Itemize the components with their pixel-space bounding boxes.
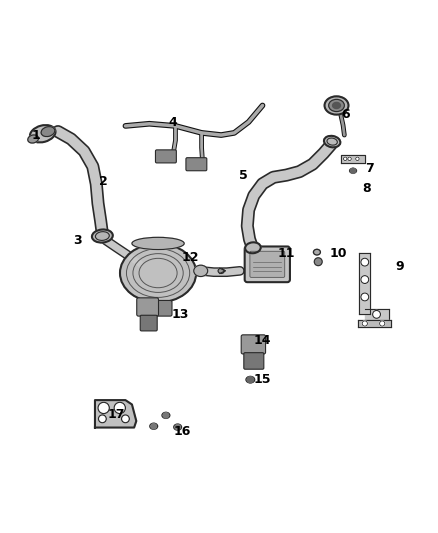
Polygon shape — [95, 400, 136, 427]
FancyBboxPatch shape — [137, 298, 159, 316]
Text: 13: 13 — [171, 308, 188, 321]
Text: 6: 6 — [341, 108, 350, 120]
Circle shape — [99, 415, 106, 423]
Ellipse shape — [314, 249, 321, 255]
Text: 12: 12 — [182, 251, 199, 264]
Circle shape — [348, 157, 351, 160]
Text: 7: 7 — [365, 162, 374, 175]
Ellipse shape — [324, 136, 340, 147]
Text: 2: 2 — [99, 175, 108, 188]
Ellipse shape — [174, 424, 182, 430]
FancyBboxPatch shape — [250, 251, 285, 277]
Text: 14: 14 — [254, 334, 271, 347]
Ellipse shape — [162, 413, 170, 418]
Circle shape — [350, 168, 356, 173]
Text: 5: 5 — [239, 168, 247, 182]
Circle shape — [314, 258, 322, 265]
Ellipse shape — [120, 244, 196, 302]
Ellipse shape — [245, 243, 261, 253]
Ellipse shape — [218, 268, 224, 273]
Ellipse shape — [194, 265, 208, 277]
Circle shape — [361, 276, 369, 284]
FancyBboxPatch shape — [241, 335, 265, 354]
Ellipse shape — [328, 99, 344, 111]
Ellipse shape — [325, 96, 349, 115]
Circle shape — [98, 402, 110, 414]
FancyBboxPatch shape — [155, 150, 177, 163]
Circle shape — [361, 258, 369, 266]
Ellipse shape — [332, 102, 340, 109]
Text: 11: 11 — [278, 247, 295, 260]
Ellipse shape — [150, 423, 158, 429]
Text: 9: 9 — [396, 260, 404, 273]
FancyBboxPatch shape — [244, 353, 264, 369]
Ellipse shape — [28, 135, 39, 143]
FancyBboxPatch shape — [144, 301, 172, 316]
Text: 15: 15 — [254, 373, 271, 386]
Ellipse shape — [246, 376, 254, 383]
Circle shape — [247, 377, 253, 383]
Ellipse shape — [92, 230, 113, 243]
Circle shape — [151, 424, 156, 429]
Text: 16: 16 — [173, 425, 191, 438]
Circle shape — [114, 402, 125, 414]
Polygon shape — [341, 155, 365, 163]
Circle shape — [373, 310, 381, 318]
Text: 4: 4 — [169, 116, 178, 130]
Circle shape — [121, 415, 129, 423]
Text: 3: 3 — [73, 234, 82, 247]
Ellipse shape — [30, 125, 56, 142]
Circle shape — [163, 413, 169, 418]
Circle shape — [361, 293, 369, 301]
FancyBboxPatch shape — [186, 158, 207, 171]
Circle shape — [343, 157, 347, 160]
Circle shape — [362, 321, 367, 326]
Circle shape — [356, 157, 359, 160]
Text: 1: 1 — [32, 130, 41, 142]
Ellipse shape — [350, 168, 357, 173]
FancyBboxPatch shape — [140, 315, 157, 331]
FancyBboxPatch shape — [245, 246, 290, 282]
Ellipse shape — [132, 237, 184, 249]
Text: 17: 17 — [108, 408, 125, 421]
Ellipse shape — [41, 127, 55, 136]
Text: 8: 8 — [363, 182, 371, 195]
Circle shape — [380, 321, 385, 326]
Text: 10: 10 — [330, 247, 347, 260]
Circle shape — [175, 424, 180, 430]
